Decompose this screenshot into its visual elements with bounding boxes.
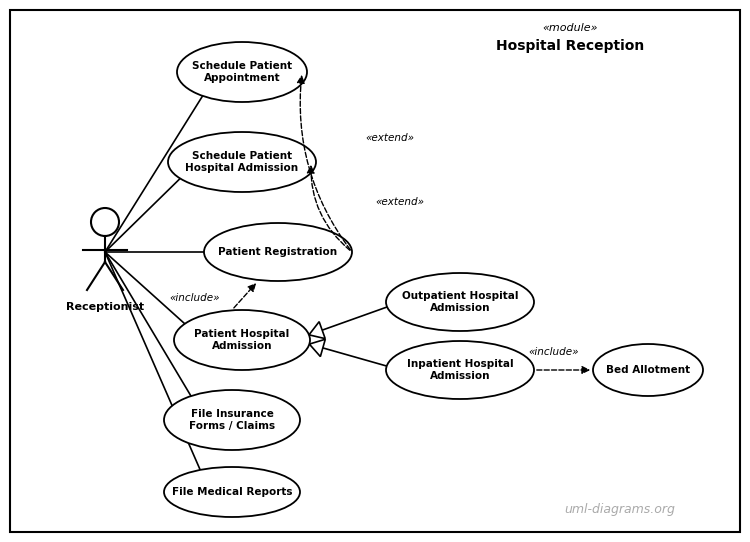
Ellipse shape: [204, 223, 352, 281]
FancyArrowPatch shape: [308, 166, 350, 250]
Text: Schedule Patient
Appointment: Schedule Patient Appointment: [192, 61, 292, 83]
Text: Patient Hospital
Admission: Patient Hospital Admission: [194, 329, 290, 351]
Text: «extend»: «extend»: [365, 133, 415, 143]
Text: Hospital Reception: Hospital Reception: [496, 39, 644, 53]
Text: uml-diagrams.org: uml-diagrams.org: [565, 504, 676, 517]
Text: «extend»: «extend»: [376, 197, 424, 207]
Ellipse shape: [174, 310, 310, 370]
Text: «include»: «include»: [170, 293, 220, 303]
Text: Patient Registration: Patient Registration: [218, 247, 338, 257]
Text: File Insurance
Forms / Claims: File Insurance Forms / Claims: [189, 409, 275, 431]
FancyArrowPatch shape: [298, 76, 350, 250]
Text: Receptionist: Receptionist: [66, 302, 144, 312]
Text: «module»: «module»: [542, 23, 598, 33]
Polygon shape: [309, 339, 326, 357]
Polygon shape: [309, 321, 326, 339]
Ellipse shape: [593, 344, 703, 396]
Text: File Medical Reports: File Medical Reports: [172, 487, 292, 497]
Ellipse shape: [164, 467, 300, 517]
Text: Outpatient Hospital
Admission: Outpatient Hospital Admission: [402, 291, 518, 313]
Ellipse shape: [164, 390, 300, 450]
Text: Schedule Patient
Hospital Admission: Schedule Patient Hospital Admission: [185, 151, 298, 173]
FancyArrowPatch shape: [234, 284, 255, 308]
Ellipse shape: [386, 341, 534, 399]
Ellipse shape: [168, 132, 316, 192]
Ellipse shape: [177, 42, 307, 102]
Ellipse shape: [386, 273, 534, 331]
FancyArrowPatch shape: [537, 367, 589, 373]
Text: Bed Allotment: Bed Allotment: [606, 365, 690, 375]
Text: «include»: «include»: [529, 347, 579, 357]
Text: Inpatient Hospital
Admission: Inpatient Hospital Admission: [406, 359, 513, 381]
